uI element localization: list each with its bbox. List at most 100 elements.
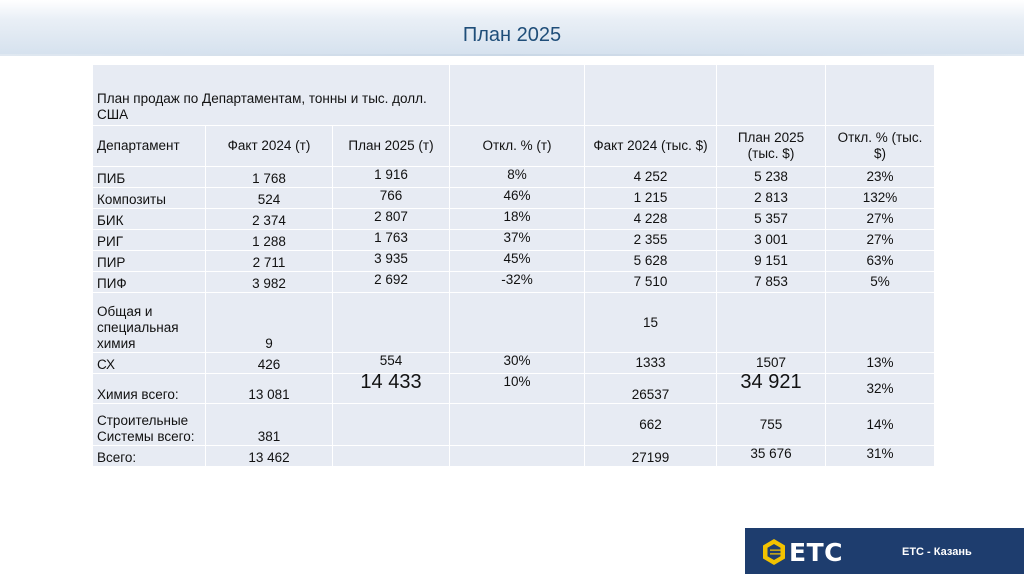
cell-value: 27% [825,208,935,230]
cell-value: 766 [332,187,450,209]
cell-department: БИК [92,208,206,230]
table-row: ПИБ 1 768 1 916 8% 4 252 5 238 23% [92,166,935,188]
header-deviation-usd: Откл. % (тыс. $) [825,125,935,167]
cell-value: 5% [825,271,935,293]
table-caption-row: План продаж по Департаментам, тонны и ты… [92,64,935,126]
header-plan-2025-usd: План 2025 (тыс. $) [716,125,826,167]
cell-value: 132% [825,187,935,209]
cell-value [332,403,450,446]
cell-value: 2 374 [205,208,333,230]
logo-text: ETC [789,537,843,567]
cell-value: 10% [449,373,585,404]
cell-department: ПИБ [92,166,206,188]
cell-value: 15 [584,292,717,353]
table-caption: План продаж по Департаментам, тонны и ты… [92,64,450,126]
cell-department: Общая и специальная химия [92,292,206,353]
table-row: ПИР 2 711 3 935 45% 5 628 9 151 63% [92,250,935,272]
header-band [0,0,1024,56]
cell-value: 3 982 [205,271,333,293]
table-row: Химия всего: 13 081 14 433 10% 26537 34 … [92,372,935,404]
cell-value: 4 252 [584,166,717,188]
cell-value: 3 001 [716,229,826,251]
table-row: Композиты 524 766 46% 1 215 2 813 132% [92,187,935,209]
cell-value: 3 935 [332,250,450,272]
cell-value: 662 [584,403,717,446]
cell-value: 524 [205,187,333,209]
table-row: РИГ 1 288 1 763 37% 2 355 3 001 27% [92,229,935,251]
cell-value [716,292,826,353]
cell-value: 13 462 [205,445,333,467]
cell-department: Химия всего: [92,373,206,404]
cell-value: 9 [205,292,333,353]
table-row: БИК 2 374 2 807 18% 4 228 5 357 27% [92,208,935,230]
cell-value: 26537 [584,373,717,404]
cell-value: 31% [825,445,935,467]
footer-bar [745,528,1024,574]
cell-value: 8% [449,166,585,188]
header-deviation-t: Откл. % (т) [449,125,585,167]
header-divider [0,54,1024,56]
cell-value: 5 628 [584,250,717,272]
cell-value: 2 807 [332,208,450,230]
cell-value: 30% [449,352,585,374]
cell-value: 1 215 [584,187,717,209]
cell-value-highlight: 14 433 [332,372,450,404]
cell-value: 2 711 [205,250,333,272]
table-row: Всего: 13 462 27199 35 676 31% [92,445,935,467]
cell-value [449,445,585,467]
cell-value: 1 768 [205,166,333,188]
table-row: Общая и специальная химия 9 15 [92,292,935,353]
cell-value: 5 238 [716,166,826,188]
header-plan-2025-t: План 2025 (т) [332,125,450,167]
header-fact-2024-usd: Факт 2024 (тыс. $) [584,125,717,167]
cell-value [332,445,450,467]
cell-value: 23% [825,166,935,188]
table-row: ПИФ 3 982 2 692 -32% 7 510 7 853 5% [92,271,935,293]
cell-value: 5 357 [716,208,826,230]
table-row: Строительные Системы всего: 381 662 755 … [92,403,935,446]
header-department: Департамент [92,125,206,167]
cell-value [332,292,450,353]
table-row: СХ 426 554 30% 1333 1507 13% [92,352,935,374]
cell-value: -32% [449,271,585,293]
cell-department: ПИР [92,250,206,272]
cell-value: 35 676 [716,445,826,467]
cell-department: СХ [92,352,206,374]
cell-value: 9 151 [716,250,826,272]
cell-value [449,403,585,446]
cell-value-highlight: 34 921 [716,372,826,404]
cell-value: 27% [825,229,935,251]
cell-value: 7 510 [584,271,717,293]
cell-value [449,292,585,353]
cell-value: 45% [449,250,585,272]
cell-value: 63% [825,250,935,272]
cell-department: ПИФ [92,271,206,293]
cell-value: 14% [825,403,935,446]
cell-value: 46% [449,187,585,209]
cell-value: 18% [449,208,585,230]
cell-value: 2 692 [332,271,450,293]
cell-value: 2 355 [584,229,717,251]
header-fact-2024-t: Факт 2024 (т) [205,125,333,167]
cell-department: Строительные Системы всего: [92,403,206,446]
table-header-row: Департамент Факт 2024 (т) План 2025 (т) … [92,125,935,167]
cell-value: 1 916 [332,166,450,188]
cell-value: 426 [205,352,333,374]
cell-value: 32% [825,373,935,404]
cell-value: 2 813 [716,187,826,209]
cell-department: Композиты [92,187,206,209]
cell-value: 27199 [584,445,717,467]
company-name: ETC - Казань [902,546,972,558]
cell-value: 7 853 [716,271,826,293]
page-title: План 2025 [462,24,562,46]
cell-value: 1333 [584,352,717,374]
cell-value: 13 081 [205,373,333,404]
cell-value: 4 228 [584,208,717,230]
sales-plan-table: План продаж по Департаментам, тонны и ты… [92,64,935,467]
cell-department: РИГ [92,229,206,251]
cell-value: 381 [205,403,333,446]
etc-logo: ETC [762,537,843,567]
cell-value: 37% [449,229,585,251]
cell-value: 1 763 [332,229,450,251]
